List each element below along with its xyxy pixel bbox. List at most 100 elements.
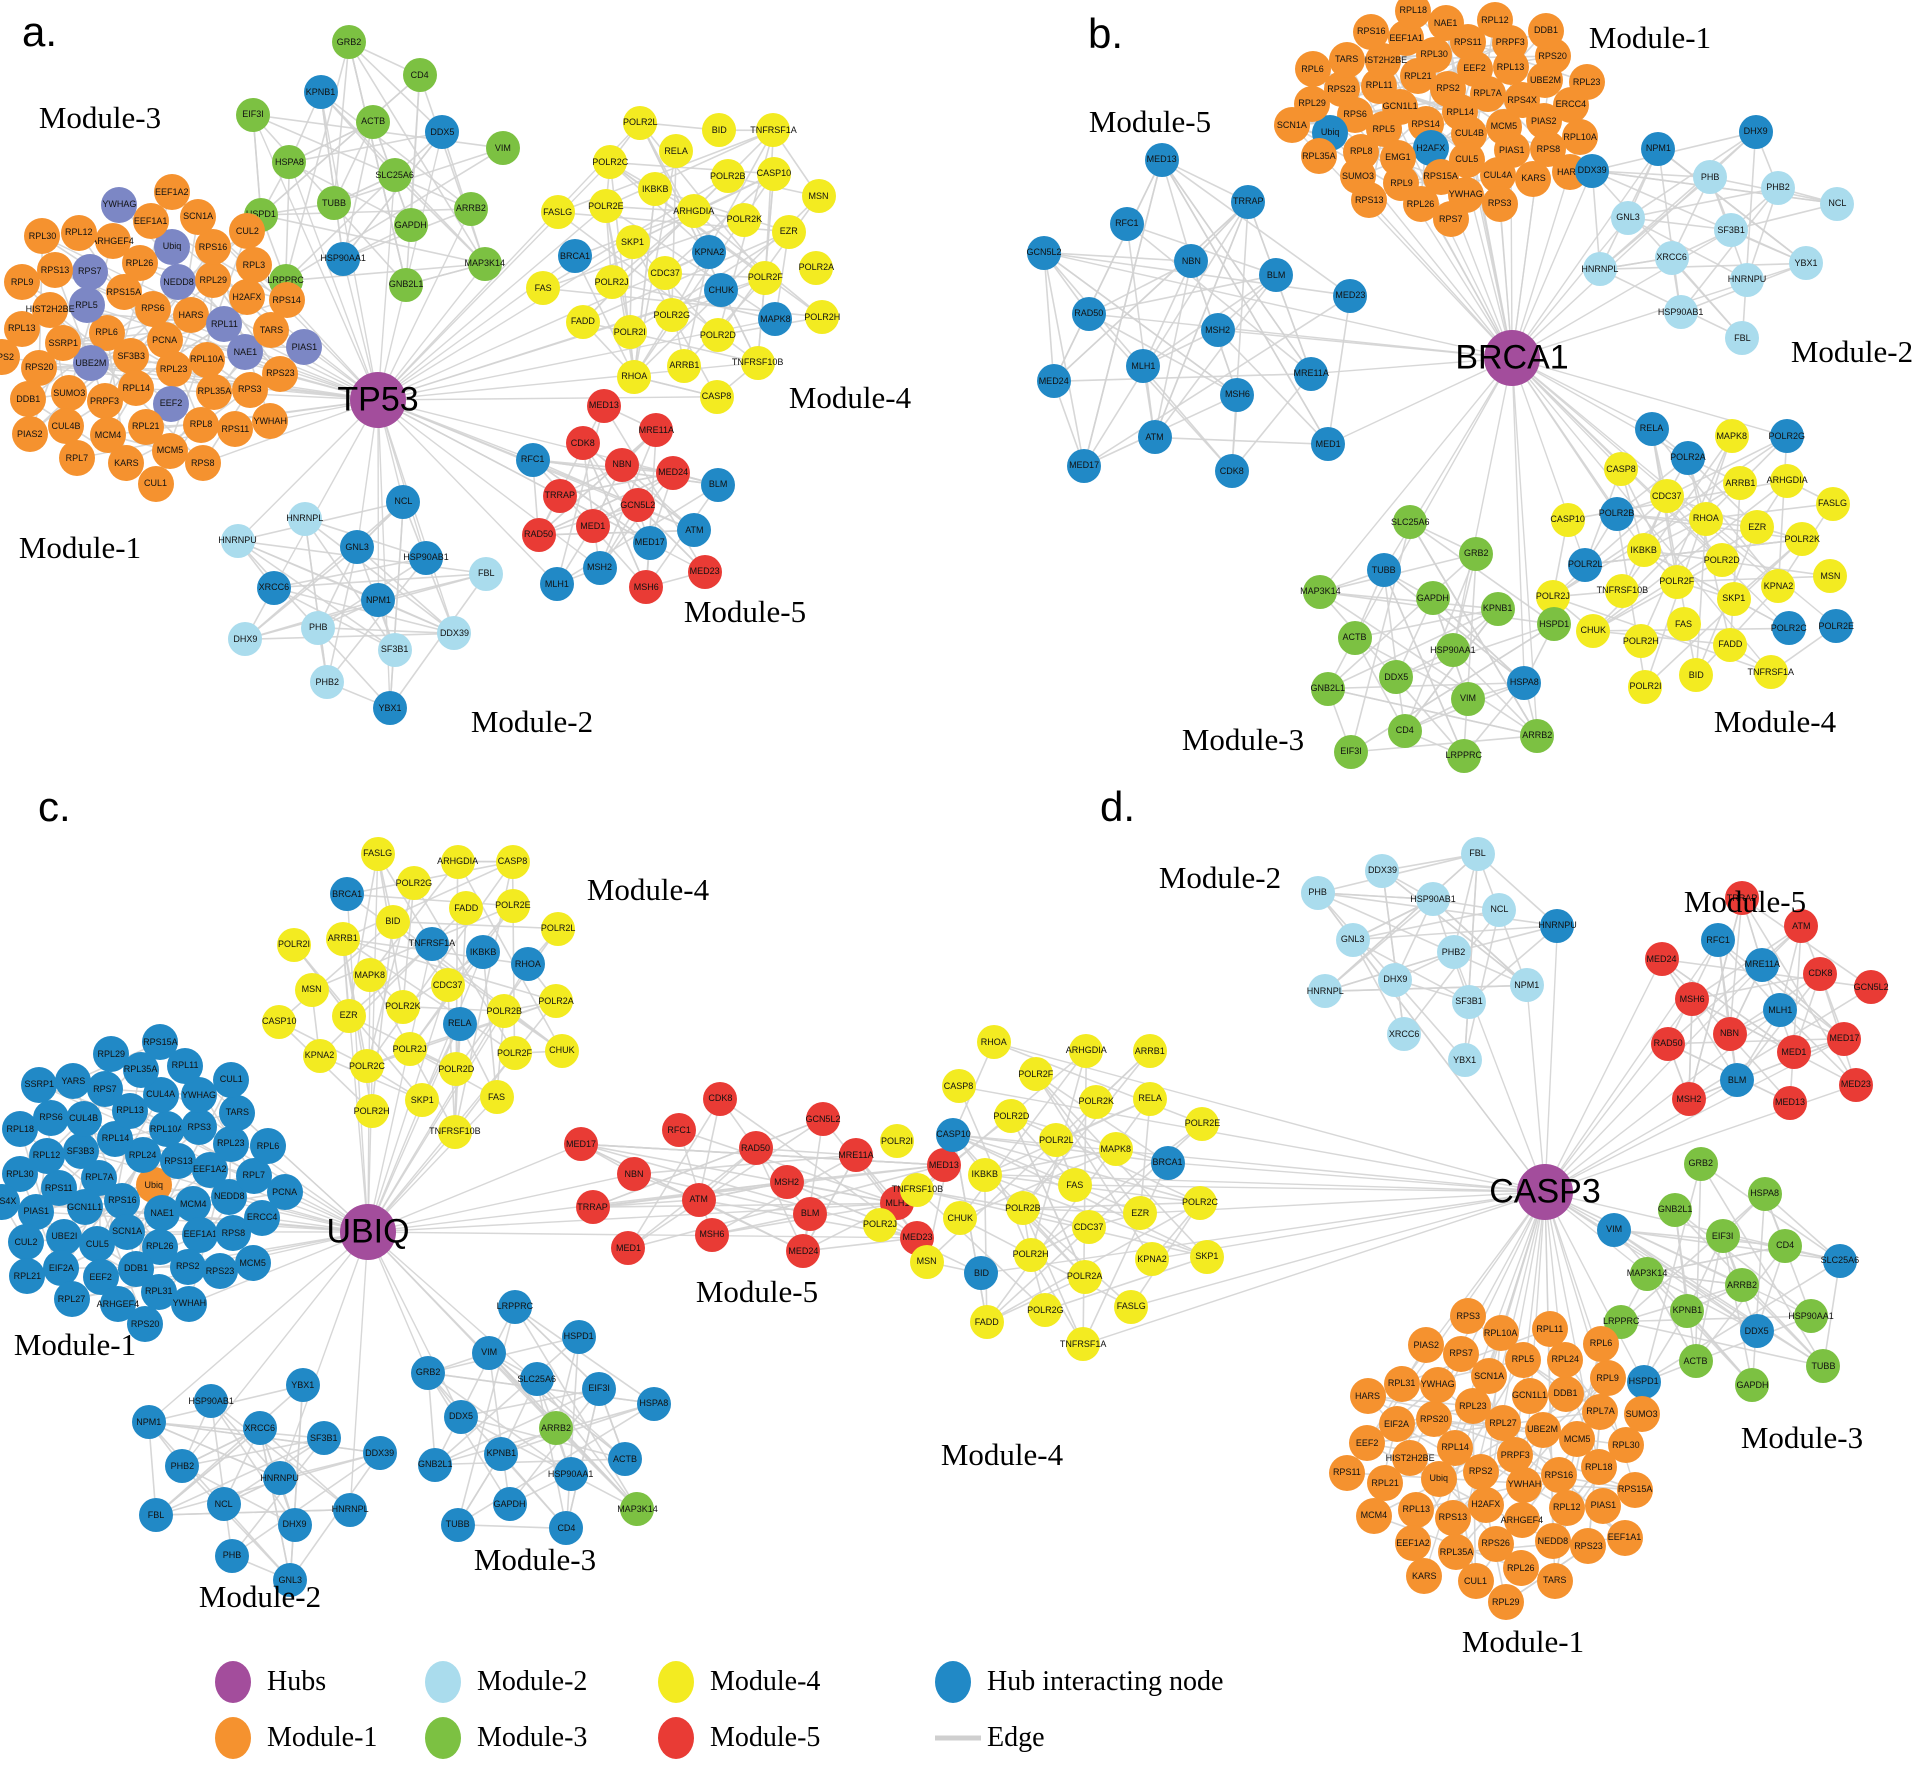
edge — [1620, 1193, 1766, 1323]
network-node: YBX1 — [1789, 246, 1823, 281]
network-node: ARRB1 — [667, 348, 702, 383]
edge — [983, 1174, 988, 1323]
node-label: PHB2 — [315, 676, 339, 687]
network-node: POLR2H — [804, 300, 840, 335]
node-label: RPL21 — [1404, 70, 1432, 81]
network-node: RPS3 — [231, 371, 268, 408]
network-node: MED24 — [786, 1234, 821, 1269]
node-label: MLH1 — [1131, 360, 1156, 371]
network-node: FADD — [449, 891, 484, 926]
network-node: CASP8 — [699, 379, 734, 414]
network-node: SUMO3 — [51, 375, 88, 412]
node-label: CHUK — [549, 1045, 575, 1056]
network-node: POLR2I — [277, 927, 311, 962]
node-label: YWHAG — [1420, 1379, 1455, 1390]
node-label: RPS11 — [44, 1182, 73, 1193]
network-node: FASLG — [1114, 1289, 1149, 1324]
network-node: MSH6 — [694, 1217, 729, 1252]
network-node: RPL6 — [249, 1128, 286, 1165]
network-node: FASLG — [1815, 486, 1850, 521]
network-node: BID — [375, 904, 410, 939]
network-node: GNL3 — [273, 1563, 308, 1598]
network-node: POLR2L — [1568, 547, 1603, 582]
node-label: GNL3 — [345, 541, 369, 552]
edge — [1381, 870, 1528, 987]
node-label: GCN1L1 — [1382, 101, 1418, 112]
node-label: TNFRSF1A — [1059, 1338, 1107, 1349]
node-label: RPS3 — [1487, 198, 1512, 209]
node-label: PHB2 — [1766, 182, 1790, 193]
network-node: FBL — [1725, 321, 1760, 356]
network-node: RPS7 — [1443, 1335, 1480, 1372]
node-label: NEDD8 — [214, 1191, 245, 1202]
node-label: RPS7 — [93, 1083, 117, 1094]
node-label: DHX9 — [282, 1519, 307, 1530]
network-node: BLM — [793, 1196, 828, 1231]
network-node: POLR2A — [1670, 440, 1706, 475]
edge — [582, 442, 651, 544]
network-node: MED17 — [564, 1127, 599, 1162]
node-label: RFC1 — [520, 454, 545, 465]
module-label: Module-1 — [1461, 1624, 1585, 1659]
edge — [1452, 357, 1513, 651]
network-node: MCM5 — [152, 432, 189, 469]
node-label: UBE2I — [51, 1231, 78, 1242]
node-label: POLR2J — [594, 276, 629, 287]
edge — [1668, 1037, 1845, 1045]
node-label: Ubiq — [162, 241, 182, 252]
node-label: PIAS2 — [1413, 1339, 1439, 1350]
node-label: RPS15A — [1617, 1484, 1653, 1495]
network-node: RPL12 — [1548, 1489, 1585, 1526]
node-label: MED17 — [1829, 1033, 1860, 1044]
node-label: RFC1 — [1115, 218, 1139, 229]
node-label: SUMO3 — [1341, 170, 1374, 181]
node-label: KARS — [1412, 1570, 1437, 1581]
node-label: RPS2 — [1436, 83, 1460, 94]
network-node: MSN — [801, 179, 836, 214]
node-label: NBN — [1720, 1028, 1740, 1039]
edge — [1511, 357, 1772, 673]
node-label: MED17 — [566, 1138, 597, 1149]
node-label: HARS — [178, 309, 204, 320]
node-label: RELA — [1138, 1093, 1162, 1104]
node-label: MCM4 — [94, 429, 122, 440]
network-node: FBL — [1460, 836, 1495, 871]
network-node: CUL1 — [213, 1061, 250, 1098]
node-label: HSP90AA1 — [320, 253, 366, 264]
edge — [1511, 357, 1618, 515]
edge — [538, 529, 695, 536]
node-label: POLR2A — [538, 995, 574, 1006]
network-node: NCL — [206, 1487, 241, 1522]
node-label: EEF1A2 — [154, 186, 189, 197]
network-node: RPS2 — [0, 339, 21, 376]
node-label: RHOA — [621, 371, 648, 382]
node-label: IKBKB — [971, 1169, 998, 1180]
node-label: RPS20 — [24, 362, 54, 373]
node-label: RPL30 — [6, 1168, 34, 1179]
network-node: TARS — [253, 312, 290, 349]
node-label: HNRNPU — [1727, 274, 1767, 285]
edge — [802, 1154, 857, 1252]
node-label: MSN — [301, 984, 322, 994]
network-node: DDX39 — [1365, 853, 1400, 888]
network-node: RPL21 — [1367, 1465, 1404, 1502]
edge — [259, 1427, 351, 1511]
network-node: PCNA — [266, 1174, 303, 1211]
node-label: POLR2A — [1066, 1271, 1103, 1282]
node-label: TUBB — [1371, 564, 1396, 575]
edge — [1231, 373, 1312, 472]
network-node: ACTB — [1678, 1344, 1713, 1379]
node-label: RPS7 — [1438, 213, 1463, 224]
edge — [1730, 202, 1838, 231]
edge — [1679, 187, 1779, 313]
edge — [514, 1306, 655, 1405]
module-label: Module-2 — [1158, 860, 1282, 895]
network-node: SUMO3 — [1623, 1396, 1660, 1433]
network-node: PHB2 — [165, 1449, 200, 1484]
node-label: TRRAP — [1726, 892, 1758, 903]
edge — [202, 399, 379, 464]
node-label: MED17 — [634, 537, 665, 548]
node-label: EZR — [1748, 521, 1767, 532]
node-label: CHUK — [1580, 625, 1606, 636]
edge — [1088, 313, 1513, 359]
